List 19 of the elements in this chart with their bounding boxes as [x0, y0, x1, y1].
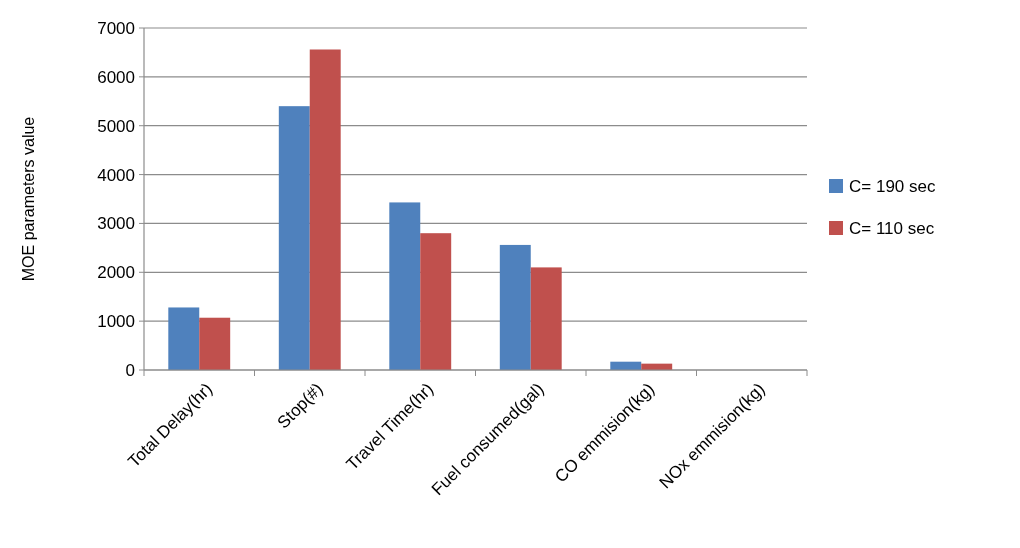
y-tick-label: 1000	[97, 312, 135, 332]
bar	[168, 307, 200, 370]
bar	[278, 106, 310, 370]
y-tick-label: 5000	[97, 116, 135, 136]
bar	[530, 267, 562, 370]
bar	[420, 233, 452, 370]
y-tick-label: 6000	[97, 67, 135, 87]
bar	[389, 202, 421, 370]
legend-label: C= 190 sec	[849, 176, 936, 196]
y-axis-title: MOE parameters value	[20, 116, 37, 282]
y-tick-label: 4000	[97, 165, 135, 185]
bar	[499, 244, 531, 370]
y-tick-label: 3000	[97, 214, 135, 234]
bar	[199, 317, 231, 370]
legend-label: C= 110 sec	[849, 218, 935, 238]
y-tick-label: 2000	[97, 263, 135, 283]
y-tick-label: 7000	[97, 18, 135, 38]
y-tick-label: 0	[125, 360, 135, 380]
bar	[309, 49, 341, 370]
